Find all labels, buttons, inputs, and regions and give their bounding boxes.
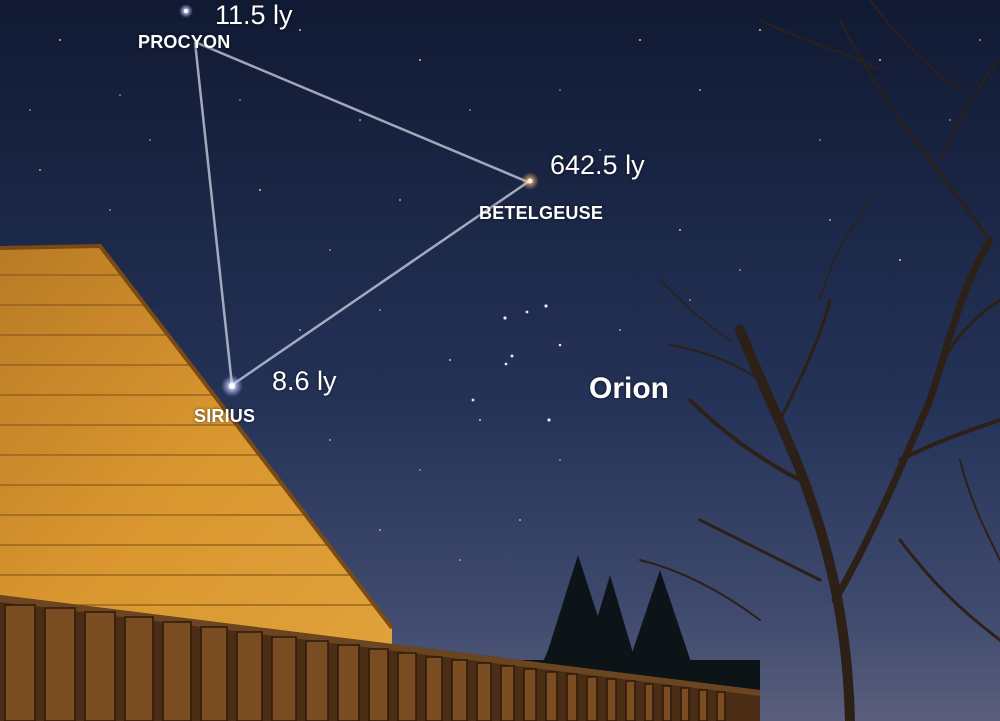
bright-stars — [179, 4, 539, 397]
sirius-distance: 8.6 ly — [272, 366, 337, 396]
procyon-distance: 11.5 ly — [215, 0, 293, 30]
procyon-label: PROCYON — [138, 32, 231, 52]
house — [0, 243, 394, 650]
constellation-label: Orion — [589, 372, 669, 405]
sirius-label: SIRIUS — [194, 406, 256, 426]
bare-trees — [639, 0, 1000, 721]
connecting-lines — [193, 40, 529, 387]
betelgeuse-label: BETELGEUSE — [479, 203, 604, 223]
orion-stars — [471, 304, 562, 422]
background-stars — [29, 29, 981, 561]
fence — [0, 595, 760, 721]
betelgeuse-distance: 642.5 ly — [550, 150, 645, 180]
